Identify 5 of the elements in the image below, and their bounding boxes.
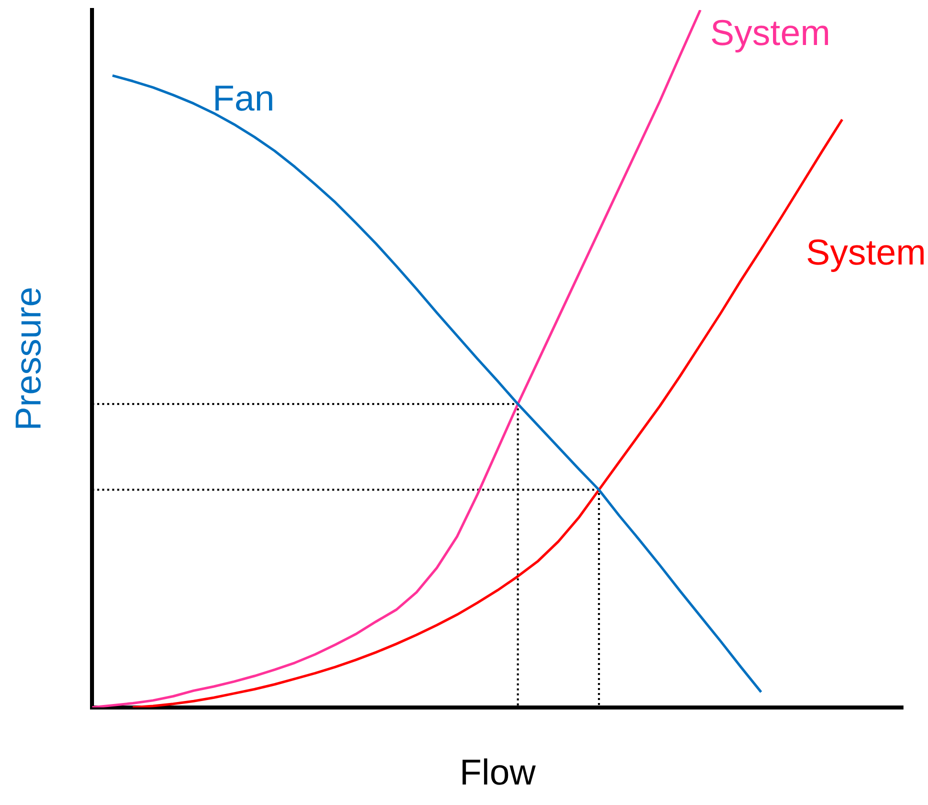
series-label: System	[710, 12, 830, 53]
y-axis-title: Pressure	[8, 286, 49, 431]
series-label: Fan	[212, 77, 275, 118]
series-label: System	[806, 231, 926, 272]
x-axis-title: Flow	[460, 751, 537, 792]
